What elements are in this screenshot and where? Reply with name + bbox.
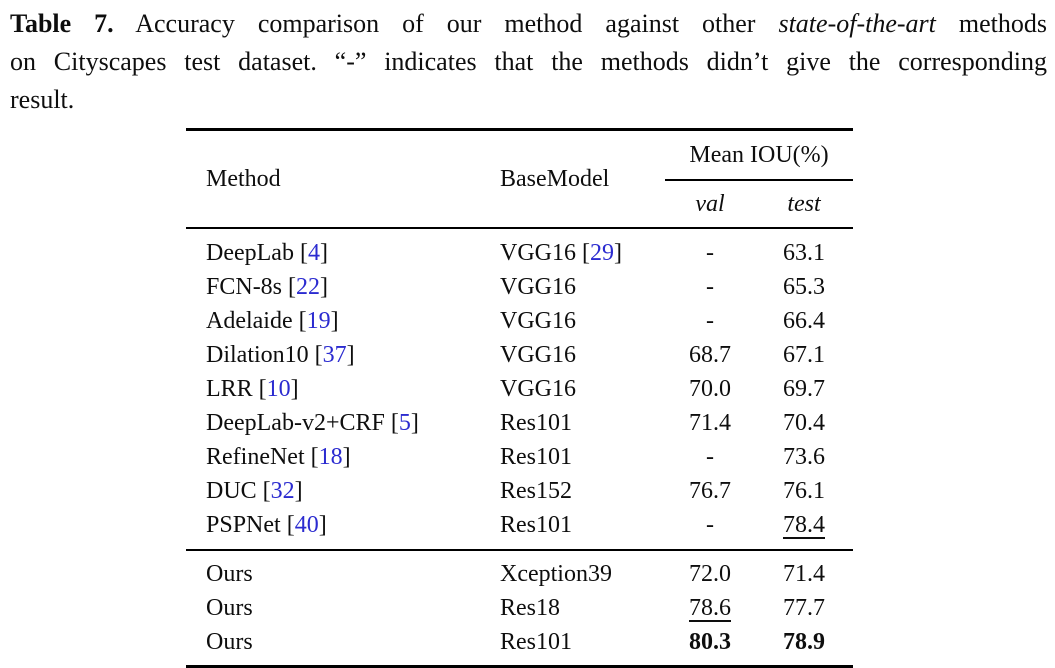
basemodel-cell: VGG16 <box>500 273 576 300</box>
citation-link[interactable]: 32 <box>270 477 295 504</box>
caption-label: Table 7. <box>10 9 114 38</box>
caption-line-2: on Cityscapes test dataset. “-” indicate… <box>10 43 1047 81</box>
table-row: PSPNet [40] Res101 - 78.4 <box>186 508 853 550</box>
caption-italic-phrase: state-of-the-art <box>778 9 936 38</box>
basemodel-cell: Res101 <box>500 409 572 436</box>
column-header-basemodel: BaseModel <box>500 165 610 192</box>
method-cell: Adelaide [19] <box>206 307 339 334</box>
table-row: RefineNet [18] Res101 - 73.6 <box>186 440 853 474</box>
val-cell: 80.3 <box>689 628 731 655</box>
method-cell: FCN-8s [22] <box>206 273 329 300</box>
test-cell: 71.4 <box>783 560 825 587</box>
test-cell: 70.4 <box>783 409 825 436</box>
test-cell: 77.7 <box>783 594 825 621</box>
test-cell: 78.9 <box>783 628 825 655</box>
table-row: Ours Xception39 72.0 71.4 <box>186 550 853 591</box>
citation-link[interactable]: 18 <box>318 443 343 470</box>
citation-link[interactable]: 40 <box>294 511 319 538</box>
test-cell: 66.4 <box>783 307 825 334</box>
basemodel-cell: Res152 <box>500 477 572 504</box>
citation-link[interactable]: 22 <box>296 273 321 300</box>
table-row: FCN-8s [22] VGG16 - 65.3 <box>186 270 853 304</box>
method-cell: DeepLab [4] <box>206 239 328 266</box>
results-table: Method BaseModel Mean IOU(%) val test De… <box>186 128 853 668</box>
method-cell: Dilation10 [37] <box>206 341 355 368</box>
val-cell: - <box>706 511 714 538</box>
table-row: Ours Res101 80.3 78.9 <box>186 625 853 667</box>
table-row: Dilation10 [37] VGG16 68.7 67.1 <box>186 338 853 372</box>
test-cell: 78.4 <box>783 511 825 538</box>
val-cell: 68.7 <box>689 341 731 368</box>
basemodel-cell: Res101 <box>500 511 572 538</box>
caption-text: result. <box>10 85 75 114</box>
test-cell: 73.6 <box>783 443 825 470</box>
test-cell: 67.1 <box>783 341 825 368</box>
column-header-val: val <box>695 190 725 217</box>
val-cell: - <box>706 239 714 266</box>
val-cell: - <box>706 273 714 300</box>
column-header-test: test <box>787 190 821 217</box>
citation-link[interactable]: 29 <box>590 239 614 266</box>
method-cell: DUC [32] <box>206 477 303 504</box>
method-cell: DeepLab-v2+CRF [5] <box>206 409 419 436</box>
table-body-ours: Ours Xception39 72.0 71.4 Ours Res18 78.6 77.7 O… <box>186 550 853 667</box>
citation-link[interactable]: 37 <box>322 341 347 368</box>
method-cell: RefineNet [18] <box>206 443 351 470</box>
method-cell: Ours <box>206 628 253 655</box>
caption-text: methods <box>958 9 1047 38</box>
basemodel-cell: Res18 <box>500 594 560 621</box>
basemodel-cell: VGG16 <box>500 307 576 334</box>
val-cell: 71.4 <box>689 409 731 436</box>
test-cell: 63.1 <box>783 239 825 266</box>
table-caption: Table 7. Accuracy comparison of our meth… <box>10 5 1047 119</box>
caption-line-1: Table 7. Accuracy comparison of our meth… <box>10 5 1047 43</box>
citation-link[interactable]: 10 <box>266 375 291 402</box>
table-row: LRR [10] VGG16 70.0 69.7 <box>186 372 853 406</box>
basemodel-cell: VGG16 <box>500 375 576 402</box>
method-cell: Ours <box>206 560 253 587</box>
caption-text: Accuracy comparison of our method agains… <box>135 9 756 38</box>
basemodel-cell: Res101 <box>500 628 572 655</box>
method-cell: Ours <box>206 594 253 621</box>
basemodel-cell: Xception39 <box>500 560 612 587</box>
citation-link[interactable]: 5 <box>398 409 411 436</box>
column-header-mean-iou: Mean IOU(%) <box>665 129 853 181</box>
method-cell: PSPNet [40] <box>206 511 327 538</box>
caption-text: on Cityscapes test dataset. “-” indicate… <box>10 47 1047 76</box>
val-cell: - <box>706 443 714 470</box>
val-cell: 70.0 <box>689 375 731 402</box>
citation-link[interactable]: 19 <box>306 307 331 334</box>
table-body-sota: DeepLab [4] VGG16 [29] - 63.1 FCN-8s [22] VGG… <box>186 228 853 550</box>
basemodel-cell: VGG16 [29] <box>500 239 622 266</box>
method-cell: LRR [10] <box>206 375 299 402</box>
table-row: DeepLab [4] VGG16 [29] - 63.1 <box>186 228 853 270</box>
test-cell: 65.3 <box>783 273 825 300</box>
table-row: Adelaide [19] VGG16 - 66.4 <box>186 304 853 338</box>
val-cell: 76.7 <box>689 477 731 504</box>
column-header-method: Method <box>206 165 281 192</box>
basemodel-cell: VGG16 <box>500 341 576 368</box>
table-row: Ours Res18 78.6 77.7 <box>186 591 853 625</box>
test-cell: 76.1 <box>783 477 825 504</box>
table-header: Method BaseModel Mean IOU(%) val test <box>186 129 853 228</box>
table-row: DeepLab-v2+CRF [5] Res101 71.4 70.4 <box>186 406 853 440</box>
basemodel-cell: Res101 <box>500 443 572 470</box>
citation-link[interactable]: 4 <box>307 239 320 266</box>
val-cell: 72.0 <box>689 560 731 587</box>
caption-line-3: result. <box>10 81 1047 119</box>
val-cell: - <box>706 307 714 334</box>
table-row: DUC [32] Res152 76.7 76.1 <box>186 474 853 508</box>
val-cell: 78.6 <box>689 594 731 621</box>
test-cell: 69.7 <box>783 375 825 402</box>
